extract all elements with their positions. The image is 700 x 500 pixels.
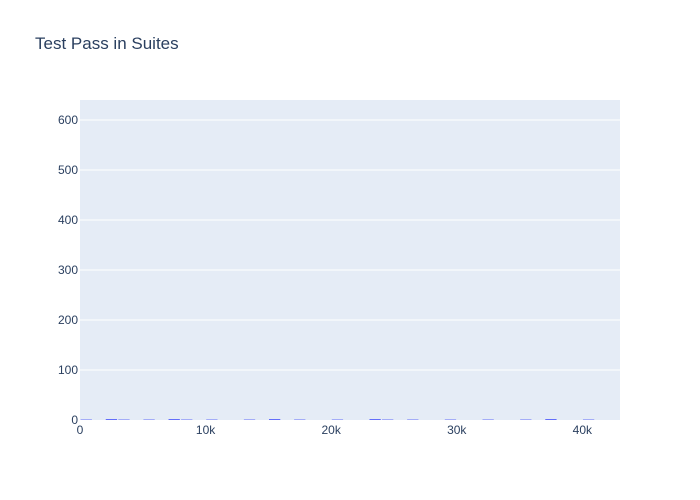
y-tick-label: 400 <box>58 213 78 227</box>
bar[interactable] <box>181 419 193 421</box>
bar[interactable] <box>382 419 394 421</box>
bar[interactable] <box>206 419 218 421</box>
x-tick-label: 40k <box>573 423 593 437</box>
x-tick-layer: 0 10k 20k 30k 40k <box>77 423 593 437</box>
y-tick-label: 0 <box>71 413 78 427</box>
bar[interactable] <box>269 419 281 420</box>
y-tick-layer: 0 100 200 300 400 500 600 <box>58 113 78 427</box>
y-tick-label: 200 <box>58 313 78 327</box>
plot-background <box>80 100 620 420</box>
x-tick-label: 10k <box>196 423 216 437</box>
x-tick-label: 30k <box>447 423 467 437</box>
y-tick-label: 300 <box>58 263 78 277</box>
bar[interactable] <box>243 419 256 421</box>
bar[interactable] <box>545 419 557 420</box>
y-tick-label: 600 <box>58 113 78 127</box>
bar[interactable] <box>331 419 344 421</box>
grid-layer <box>80 119 620 371</box>
bar[interactable] <box>582 419 595 421</box>
bar[interactable] <box>118 419 130 421</box>
bar[interactable] <box>520 419 532 421</box>
bar-layer <box>80 419 595 421</box>
bar[interactable] <box>294 419 306 421</box>
bar[interactable] <box>369 419 381 420</box>
bar[interactable] <box>407 419 419 421</box>
y-tick-label: 500 <box>58 163 78 177</box>
bar[interactable] <box>105 419 118 420</box>
chart-title: Test Pass in Suites <box>35 34 179 53</box>
bar[interactable] <box>168 419 180 420</box>
bar[interactable] <box>80 419 92 421</box>
bar[interactable] <box>482 419 494 421</box>
y-tick-label: 100 <box>58 363 78 377</box>
bar[interactable] <box>444 419 457 421</box>
x-tick-label: 0 <box>77 423 84 437</box>
x-tick-label: 20k <box>321 423 341 437</box>
bar[interactable] <box>143 419 155 421</box>
